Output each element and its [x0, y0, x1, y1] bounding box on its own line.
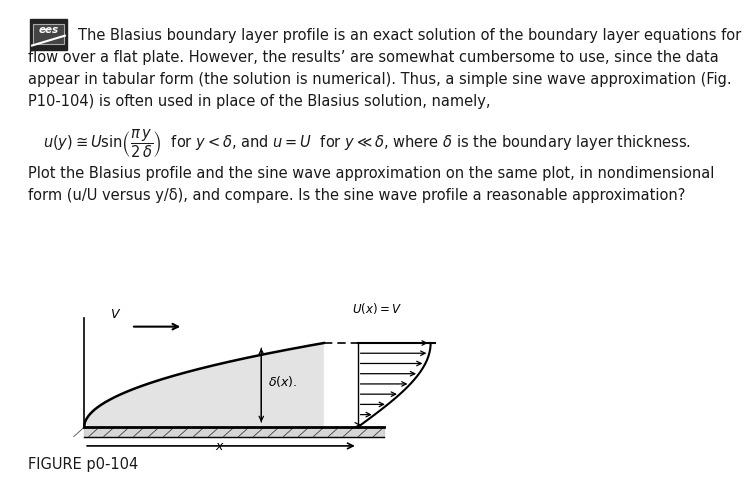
Text: ees: ees — [38, 25, 59, 35]
Text: $u(y) \cong U \sin\!\left(\dfrac{\pi\, y}{2\,\delta}\right)$  for $y < \delta$, : $u(y) \cong U \sin\!\left(\dfrac{\pi\, y… — [43, 128, 691, 160]
FancyBboxPatch shape — [30, 19, 67, 50]
Text: P10-104) is often used in place of the Blasius solution, namely,: P10-104) is often used in place of the B… — [28, 94, 491, 108]
Text: flow over a flat plate. However, the results’ are somewhat cumbersome to use, si: flow over a flat plate. However, the res… — [28, 50, 719, 65]
Text: $V$: $V$ — [110, 308, 121, 321]
Text: $U(x) = V$: $U(x) = V$ — [352, 300, 402, 316]
Text: appear in tabular form (the solution is numerical). Thus, a simple sine wave app: appear in tabular form (the solution is … — [28, 72, 732, 87]
Text: $\delta(x).$: $\delta(x).$ — [267, 374, 297, 389]
Text: Plot the Blasius profile and the sine wave approximation on the same plot, in no: Plot the Blasius profile and the sine wa… — [28, 166, 714, 181]
Text: form (u/U versus y/δ), and compare. Is the sine wave profile a reasonable approx: form (u/U versus y/δ), and compare. Is t… — [28, 188, 685, 203]
Polygon shape — [86, 343, 324, 427]
Text: FIGURE p0-104: FIGURE p0-104 — [28, 457, 139, 472]
Text: $x$: $x$ — [215, 440, 224, 453]
FancyBboxPatch shape — [33, 24, 64, 44]
Text: The Blasius boundary layer profile is an exact solution of the boundary layer eq: The Blasius boundary layer profile is an… — [78, 28, 741, 43]
